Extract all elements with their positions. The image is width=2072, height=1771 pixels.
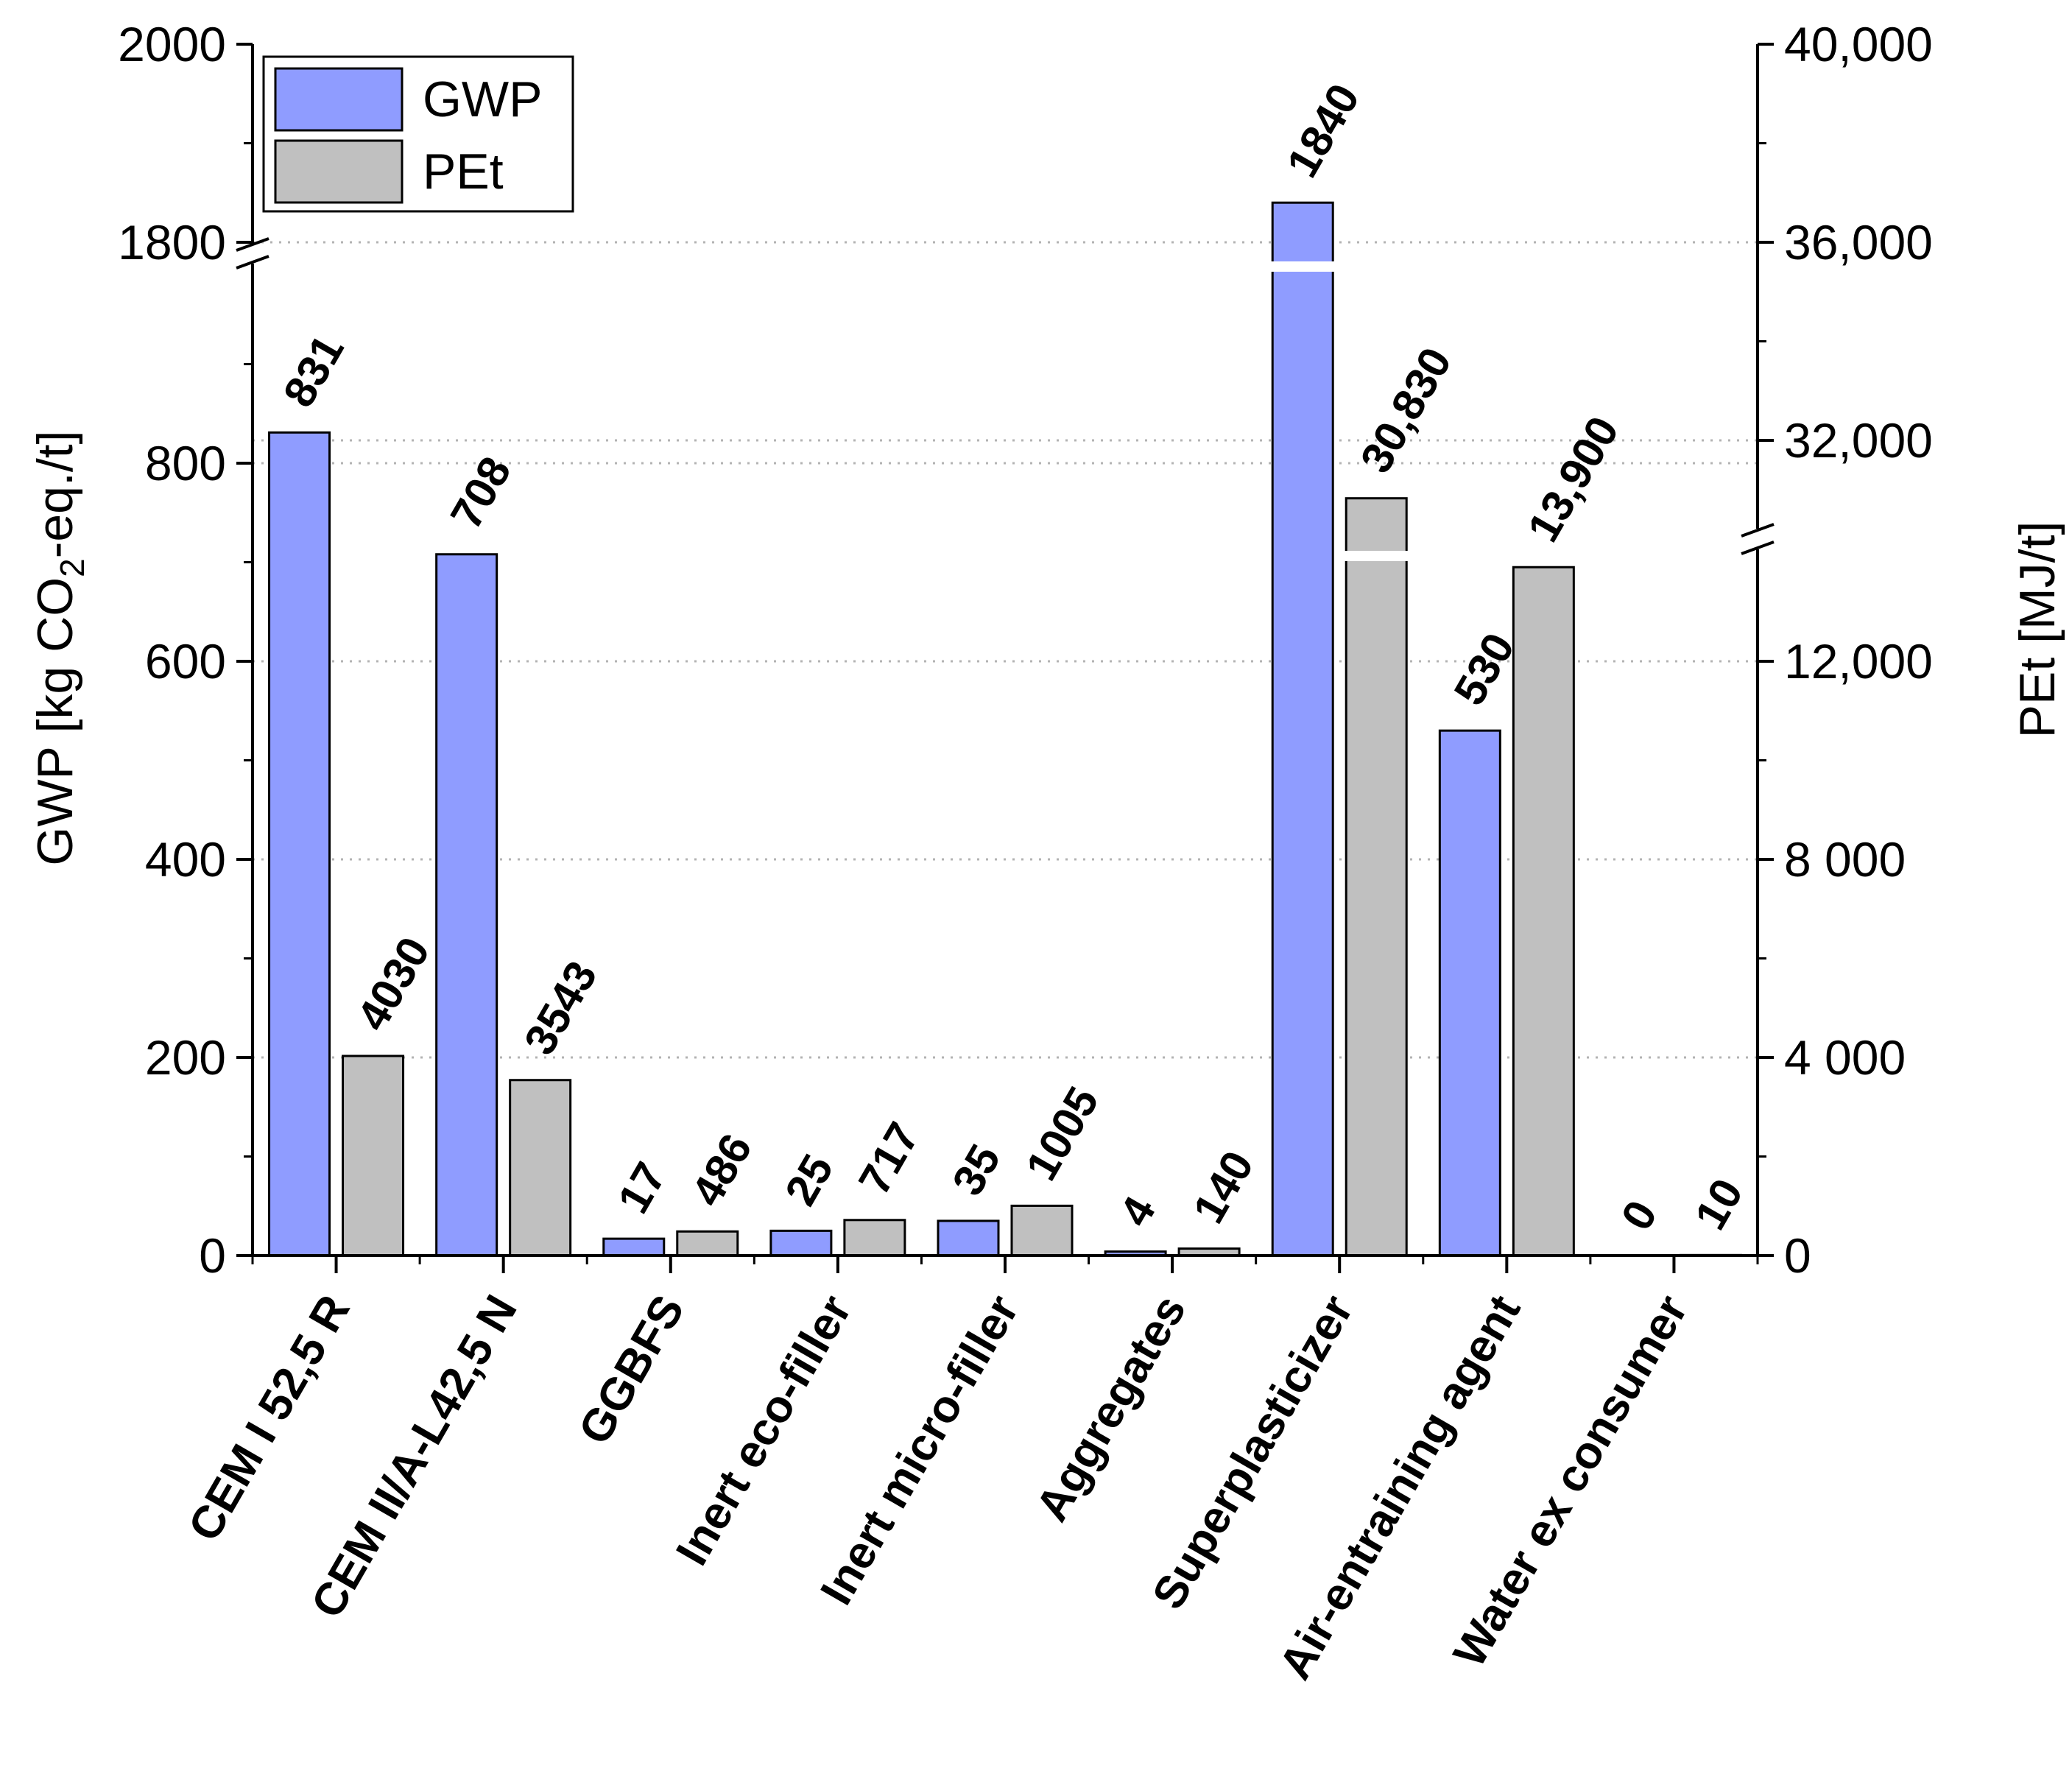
x-category-label-5: Aggregates [1026, 1287, 1196, 1530]
left-tick-label-200: 200 [145, 1030, 226, 1085]
grid-lines [253, 241, 1758, 1059]
data-label-pet-2: 486 [682, 1126, 761, 1214]
bar-pet-2 [676, 1230, 739, 1257]
legend-swatch-pet [274, 139, 404, 204]
data-label-gwp-6: 1840 [1277, 76, 1369, 186]
bar-gwp-0 [268, 431, 331, 1257]
left-axis-break-mark-2 [236, 255, 269, 270]
data-label-gwp-8: 0 [1612, 1192, 1667, 1238]
data-label-gwp-1: 708 [441, 448, 521, 537]
data-label-gwp-5: 4 [1110, 1188, 1165, 1234]
left-axis-title: GWP [kg CO2-eq./t] [27, 430, 91, 865]
bar-pet-0 [342, 1054, 405, 1257]
data-label-gwp-4: 35 [942, 1136, 1009, 1203]
x-category-label-2: GGBFS [569, 1287, 694, 1453]
data-label-pet-0: 4030 [348, 929, 440, 1038]
data-label-gwp-0: 831 [274, 327, 353, 415]
right-tick-label-8000: 8 000 [1784, 832, 1906, 887]
left-tick-label-1800: 1800 [118, 215, 226, 270]
data-label-gwp-7: 530 [1445, 624, 1524, 713]
bar-break-pet-6 [1344, 551, 1409, 561]
bar-break-gwp-6 [1270, 261, 1336, 272]
bar-gwp-2 [602, 1237, 666, 1257]
right-tick-label-0: 0 [1784, 1228, 1811, 1283]
left-tick-label-2000: 2000 [118, 17, 226, 71]
left-tick-label-400: 400 [145, 832, 226, 887]
left-axis-break-mark-1 [236, 237, 269, 252]
data-label-pet-4: 1005 [1016, 1079, 1108, 1189]
bar-pet-7 [1512, 566, 1575, 1257]
data-label-pet-5: 140 [1183, 1143, 1263, 1231]
bar-gwp-4 [937, 1219, 1000, 1257]
right-tick-label-4000: 4 000 [1784, 1030, 1906, 1085]
legend-swatch-gwp [274, 67, 404, 132]
x-category-label-0: CEM I 52,5 R [179, 1287, 360, 1550]
data-label-gwp-2: 17 [608, 1154, 675, 1221]
bars [268, 201, 1742, 1257]
bar-gwp-3 [769, 1229, 833, 1257]
right-axis-break-mark-1 [1741, 523, 1775, 538]
right-tick-label-36000: 36,000 [1784, 215, 1933, 270]
right-tick-label-32000: 32,000 [1784, 413, 1933, 468]
x-category-label-3: Inert eco-filler [666, 1287, 861, 1574]
left-tick-label-0: 0 [199, 1228, 226, 1283]
bar-gwp-7 [1438, 729, 1501, 1257]
bar-pet-4 [1010, 1204, 1074, 1257]
bar-pet-6 [1345, 497, 1408, 1257]
left-tick-label-800: 800 [145, 436, 226, 490]
left-tick-label-600: 600 [145, 634, 226, 689]
axes: 0 200 400 600 800 1800 2000 0 4 000 8 000 12,000 32… [118, 17, 1933, 1688]
data-label-pet-6: 30,830 [1350, 339, 1461, 481]
data-label-pet-1: 3543 [515, 953, 607, 1063]
bar-pet-1 [509, 1079, 572, 1257]
legend: GWP PEt [262, 55, 574, 213]
right-tick-label-40000: 40,000 [1784, 17, 1933, 71]
bar-pet-3 [843, 1219, 906, 1257]
bar-gwp-6 [1271, 201, 1334, 1257]
data-label-pet-7: 13,900 [1518, 408, 1629, 549]
legend-label-pet: PEt [423, 144, 504, 200]
right-tick-label-12000: 12,000 [1784, 634, 1933, 689]
data-label-gwp-3: 25 [775, 1147, 842, 1214]
data-label-pet-8: 10 [1685, 1171, 1752, 1238]
legend-label-gwp: GWP [423, 71, 542, 127]
right-axis-break-mark-2 [1741, 541, 1775, 555]
bar-gwp-1 [435, 553, 498, 1257]
right-axis-title: PEt [MJ/t] [2009, 521, 2065, 739]
data-label-pet-3: 717 [849, 1114, 928, 1203]
